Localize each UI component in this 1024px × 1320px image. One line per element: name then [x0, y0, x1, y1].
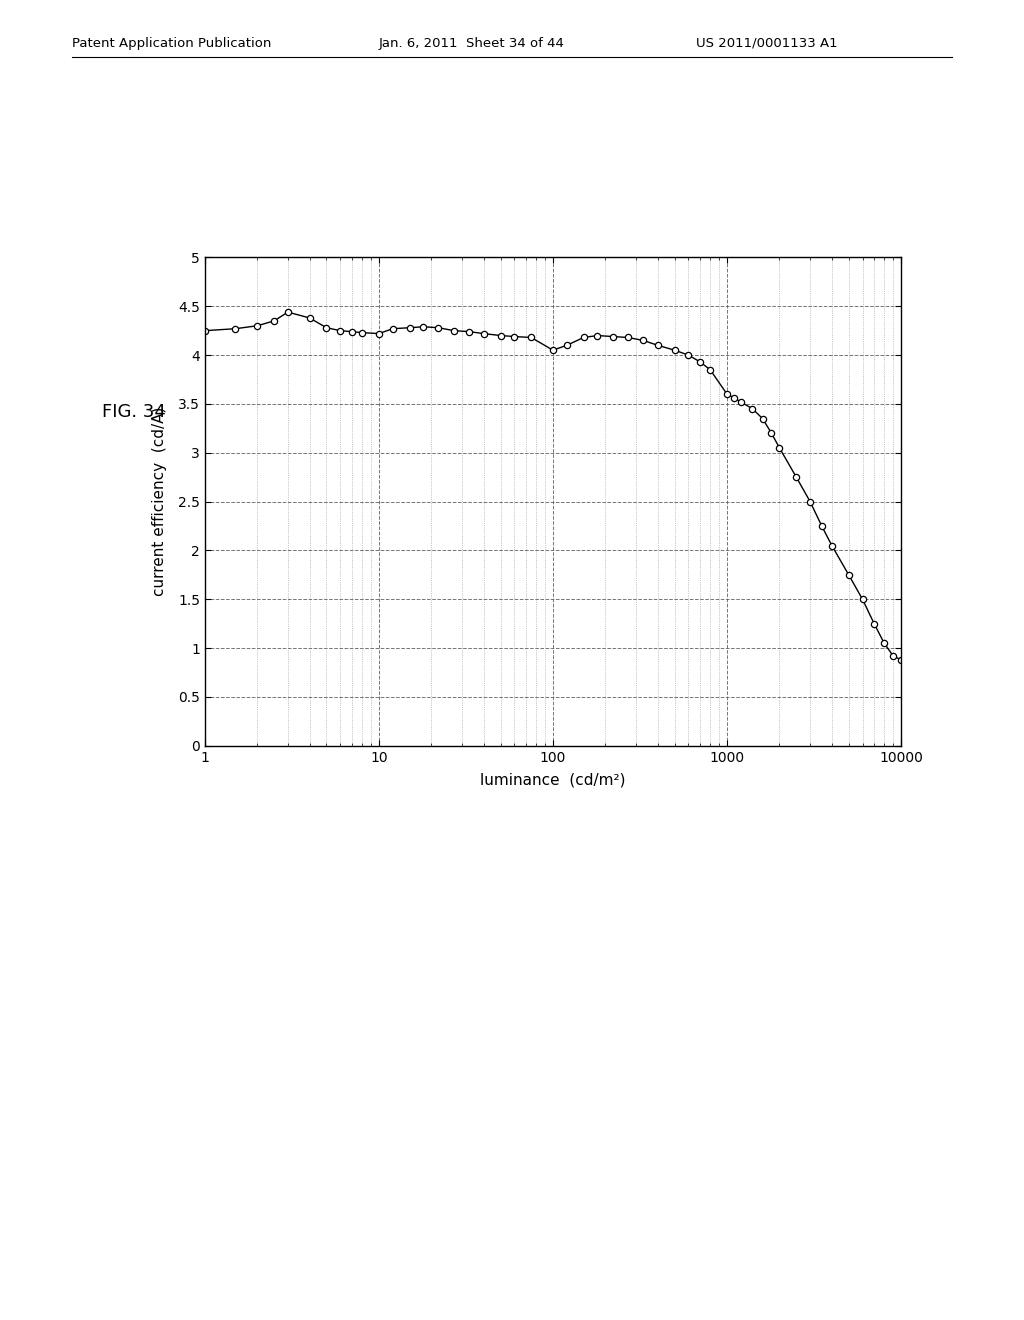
Text: FIG. 34: FIG. 34: [102, 403, 166, 421]
Text: US 2011/0001133 A1: US 2011/0001133 A1: [696, 37, 838, 50]
X-axis label: luminance  (cd/m²): luminance (cd/m²): [480, 774, 626, 788]
Y-axis label: current efficiency  (cd/A): current efficiency (cd/A): [152, 407, 167, 597]
Text: Jan. 6, 2011  Sheet 34 of 44: Jan. 6, 2011 Sheet 34 of 44: [379, 37, 565, 50]
Text: Patent Application Publication: Patent Application Publication: [72, 37, 271, 50]
